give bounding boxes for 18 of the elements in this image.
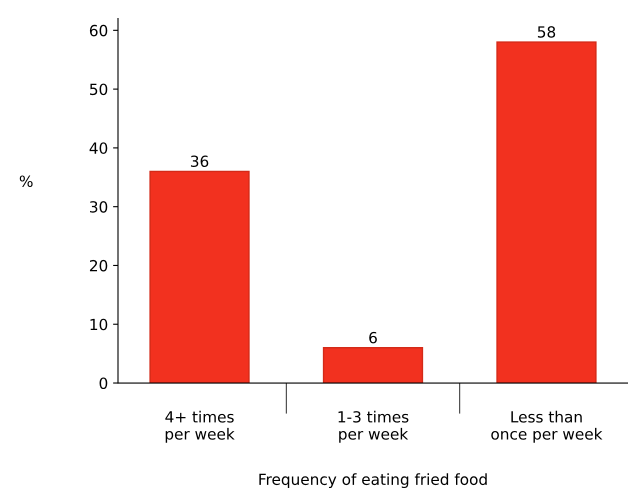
- data-label: 36: [190, 156, 208, 168]
- bar: [496, 41, 597, 384]
- bar: [322, 347, 424, 384]
- y-tick-label: 40: [90, 142, 108, 154]
- x-axis-title: Frequency of eating fried food: [259, 473, 487, 488]
- x-tick-label: 4+ times per week: [165, 410, 235, 443]
- y-tick-label: 50: [90, 84, 108, 96]
- data-label: 6: [369, 332, 377, 344]
- data-label: 58: [538, 26, 556, 38]
- bar: [149, 170, 250, 384]
- y-tick-label: 20: [90, 260, 108, 272]
- y-axis-title: %: [20, 175, 33, 188]
- y-tick-label: 30: [90, 201, 108, 213]
- y-tick-label: 10: [90, 318, 108, 330]
- x-tick-label: 1-3 times per week: [338, 410, 408, 443]
- x-tick-label: Less than once per week: [491, 410, 602, 443]
- y-tick-label: 60: [90, 24, 108, 36]
- y-tick-label: 0: [100, 377, 108, 390]
